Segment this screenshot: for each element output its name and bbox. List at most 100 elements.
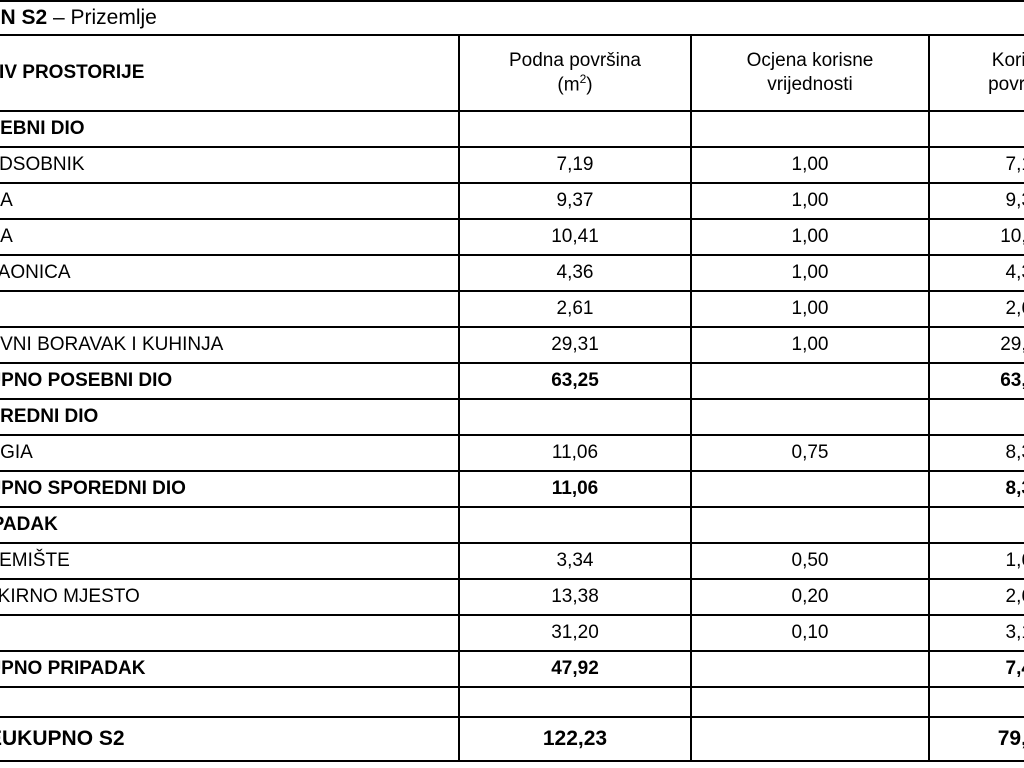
- cell-room-name: PARKIRNO MJESTO: [0, 578, 460, 616]
- column-header-floor-area-line1: Podna površina: [508, 49, 642, 71]
- table-row: SPOREDNI DIO: [0, 398, 1024, 436]
- cell-floor-area: [458, 398, 692, 436]
- cell-value-coefficient: 1,00: [690, 326, 930, 364]
- cell-value-coefficient: [690, 686, 930, 718]
- cell-value-coefficient: [690, 110, 930, 148]
- cell-floor-area: 63,25: [458, 362, 692, 400]
- table-row: WC2,611,002,61: [0, 290, 1024, 328]
- cell-value-coefficient: 0,10: [690, 614, 930, 652]
- cell-value-coefficient: 0,75: [690, 434, 930, 472]
- cell-usable-area: 2,68: [927, 578, 1024, 616]
- cell-room-name: UKUPNO SPOREDNI DIO: [0, 470, 460, 508]
- cell-floor-area: 9,37: [458, 182, 692, 220]
- cell-floor-area: 47,92: [458, 650, 692, 688]
- table-row: SPREMIŠTE3,340,501,67: [0, 542, 1024, 580]
- column-header-usable-area: Korisna površina: [927, 34, 1024, 112]
- cell-floor-area: 2,61: [458, 290, 692, 328]
- cell-room-name: [0, 686, 460, 718]
- cell-usable-area: 10,41: [927, 218, 1024, 256]
- apartment-label: STAN S2: [0, 6, 48, 29]
- cell-value-coefficient: 1,00: [690, 182, 930, 220]
- floor-label: – Prizemlje: [47, 6, 157, 29]
- cell-value-coefficient: [690, 470, 930, 508]
- cell-usable-area: 7,47: [927, 650, 1024, 688]
- cell-value-coefficient: [690, 716, 930, 762]
- cell-value-coefficient: 0,20: [690, 578, 930, 616]
- cell-usable-area: 79,02: [927, 716, 1024, 762]
- table-row: POSEBNI DIO: [0, 110, 1024, 148]
- cell-usable-area: [927, 398, 1024, 436]
- cell-value-coefficient: 1,00: [690, 254, 930, 292]
- cell-room-name: SPREMIŠTE: [0, 542, 460, 580]
- cell-floor-area: 31,20: [458, 614, 692, 652]
- column-header-value-coefficient-line1: Ocjena korisne: [746, 50, 874, 72]
- column-header-value-coefficient: Ocjena korisne vrijednosti: [690, 34, 930, 112]
- cell-value-coefficient: 1,00: [690, 146, 930, 184]
- cell-room-name: SPOREDNI DIO: [0, 398, 460, 436]
- cell-usable-area: [927, 506, 1024, 544]
- table-row: LOGGIA11,060,758,30: [0, 434, 1024, 472]
- cell-room-name: SVEUKUPNO S2: [0, 716, 460, 762]
- cell-floor-area: 3,34: [458, 542, 692, 580]
- table-row: SOBA9,371,009,37: [0, 182, 1024, 220]
- cell-value-coefficient: [690, 506, 930, 544]
- cell-usable-area: 2,61: [927, 290, 1024, 328]
- table-row: [0, 686, 1024, 718]
- cell-value-coefficient: [690, 362, 930, 400]
- cell-room-name: PREDSOBNIK: [0, 146, 460, 184]
- cell-value-coefficient: 1,00: [690, 290, 930, 328]
- column-header-value-coefficient-line2: vrijednosti: [767, 74, 853, 95]
- column-header-usable-area-line1: Korisna: [991, 50, 1024, 72]
- cell-floor-area: 4,36: [458, 254, 692, 292]
- cell-usable-area: 8,30: [927, 434, 1024, 472]
- cell-room-name: UKUPNO POSEBNI DIO: [0, 362, 460, 400]
- cell-value-coefficient: [690, 650, 930, 688]
- table-header-row: NAZIV PROSTORIJE Podna površina (m2) Ocj…: [0, 34, 1024, 112]
- cell-room-name: DNEVNI BORAVAK I KUHINJA: [0, 326, 460, 364]
- cell-floor-area: 29,31: [458, 326, 692, 364]
- column-header-floor-area-line2: (m2): [557, 72, 593, 96]
- cell-usable-area: 9,37: [927, 182, 1024, 220]
- cell-floor-area: 11,06: [458, 470, 692, 508]
- cell-usable-area: 4,36: [927, 254, 1024, 292]
- table-row: PRIPADAK: [0, 506, 1024, 544]
- cell-usable-area: [927, 110, 1024, 148]
- cell-usable-area: 1,67: [927, 542, 1024, 580]
- cell-room-name: SOBA: [0, 182, 460, 220]
- cell-floor-area: 10,41: [458, 218, 692, 256]
- cell-floor-area: [458, 686, 692, 718]
- cell-usable-area: [927, 686, 1024, 718]
- cell-usable-area: 8,30: [927, 470, 1024, 508]
- cell-value-coefficient: [690, 398, 930, 436]
- table-row: KUPAONICA4,361,004,36: [0, 254, 1024, 292]
- cell-usable-area: 29,31: [927, 326, 1024, 364]
- cell-floor-area: 122,23: [458, 716, 692, 762]
- cell-room-name: VRT: [0, 614, 460, 652]
- cell-usable-area: 63,25: [927, 362, 1024, 400]
- cell-room-name: WC: [0, 290, 460, 328]
- cell-usable-area: 7,19: [927, 146, 1024, 184]
- cell-room-name: KUPAONICA: [0, 254, 460, 292]
- cell-usable-area: 3,12: [927, 614, 1024, 652]
- cell-floor-area: [458, 506, 692, 544]
- cell-value-coefficient: 1,00: [690, 218, 930, 256]
- column-header-floor-area: Podna površina (m2): [458, 34, 692, 112]
- table-title-cell: STAN S2 – Prizemlje: [0, 0, 1024, 36]
- table-title-row: STAN S2 – Prizemlje: [0, 0, 1024, 36]
- column-header-usable-area-line2: površina: [988, 74, 1024, 95]
- cell-value-coefficient: 0,50: [690, 542, 930, 580]
- cell-floor-area: 11,06: [458, 434, 692, 472]
- cell-room-name: UKUPNO PRIPADAK: [0, 650, 460, 688]
- table-row: PREDSOBNIK7,191,007,19: [0, 146, 1024, 184]
- cell-room-name: LOGGIA: [0, 434, 460, 472]
